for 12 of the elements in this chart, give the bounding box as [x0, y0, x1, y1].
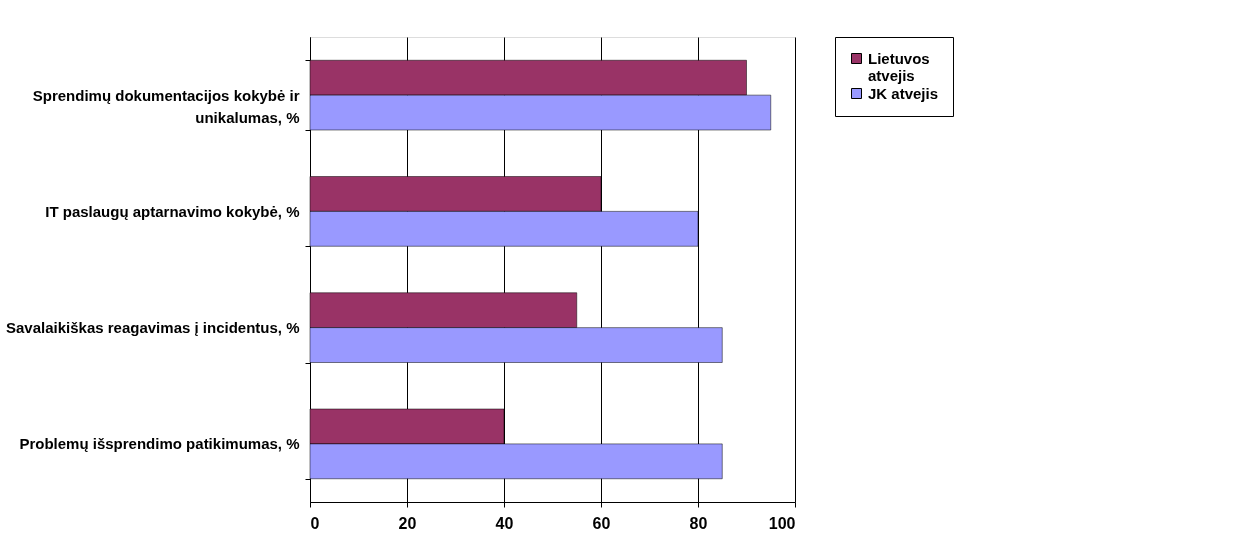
- x-tick-label: 40: [495, 514, 514, 532]
- x-tick-label: 20: [398, 514, 417, 532]
- y-tick-label: Problemų išsprendimo patikimumas, %: [19, 435, 300, 453]
- y-tick-label: Savalaikiškas reagavimas į incidentus, %: [6, 319, 300, 337]
- x-tick-label: 0: [310, 514, 320, 532]
- y-tick-label: IT paslaugų aptarnavimo kokybė, %: [45, 202, 300, 220]
- legend-label: JK atvejis: [868, 84, 939, 102]
- x-tick-label: 60: [592, 514, 611, 532]
- x-tick-label: 80: [689, 514, 708, 532]
- y-tick-label: Sprendimų dokumentacijos kokybė ir unikalumas, %: [32, 86, 300, 126]
- x-tick-label: 100: [768, 514, 796, 532]
- legend-label: Lietuvos atvejis: [868, 49, 930, 84]
